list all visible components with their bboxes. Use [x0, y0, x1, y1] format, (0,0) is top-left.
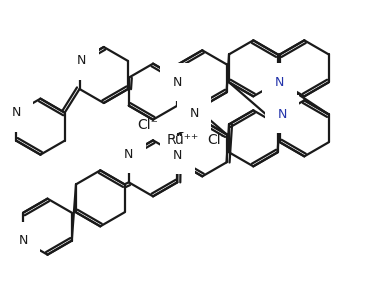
Text: N: N: [124, 148, 134, 161]
Text: N: N: [275, 76, 284, 89]
Text: N: N: [173, 75, 182, 88]
Text: N: N: [77, 54, 86, 67]
Text: Ru⁺⁺: Ru⁺⁺: [167, 133, 199, 147]
Text: Cl⁻: Cl⁻: [137, 118, 159, 132]
Text: N: N: [173, 149, 182, 162]
Text: N: N: [277, 108, 287, 121]
Text: N: N: [190, 107, 199, 120]
Text: Cl⁻: Cl⁻: [207, 133, 228, 147]
Text: N: N: [19, 234, 28, 247]
Text: N: N: [12, 106, 21, 119]
